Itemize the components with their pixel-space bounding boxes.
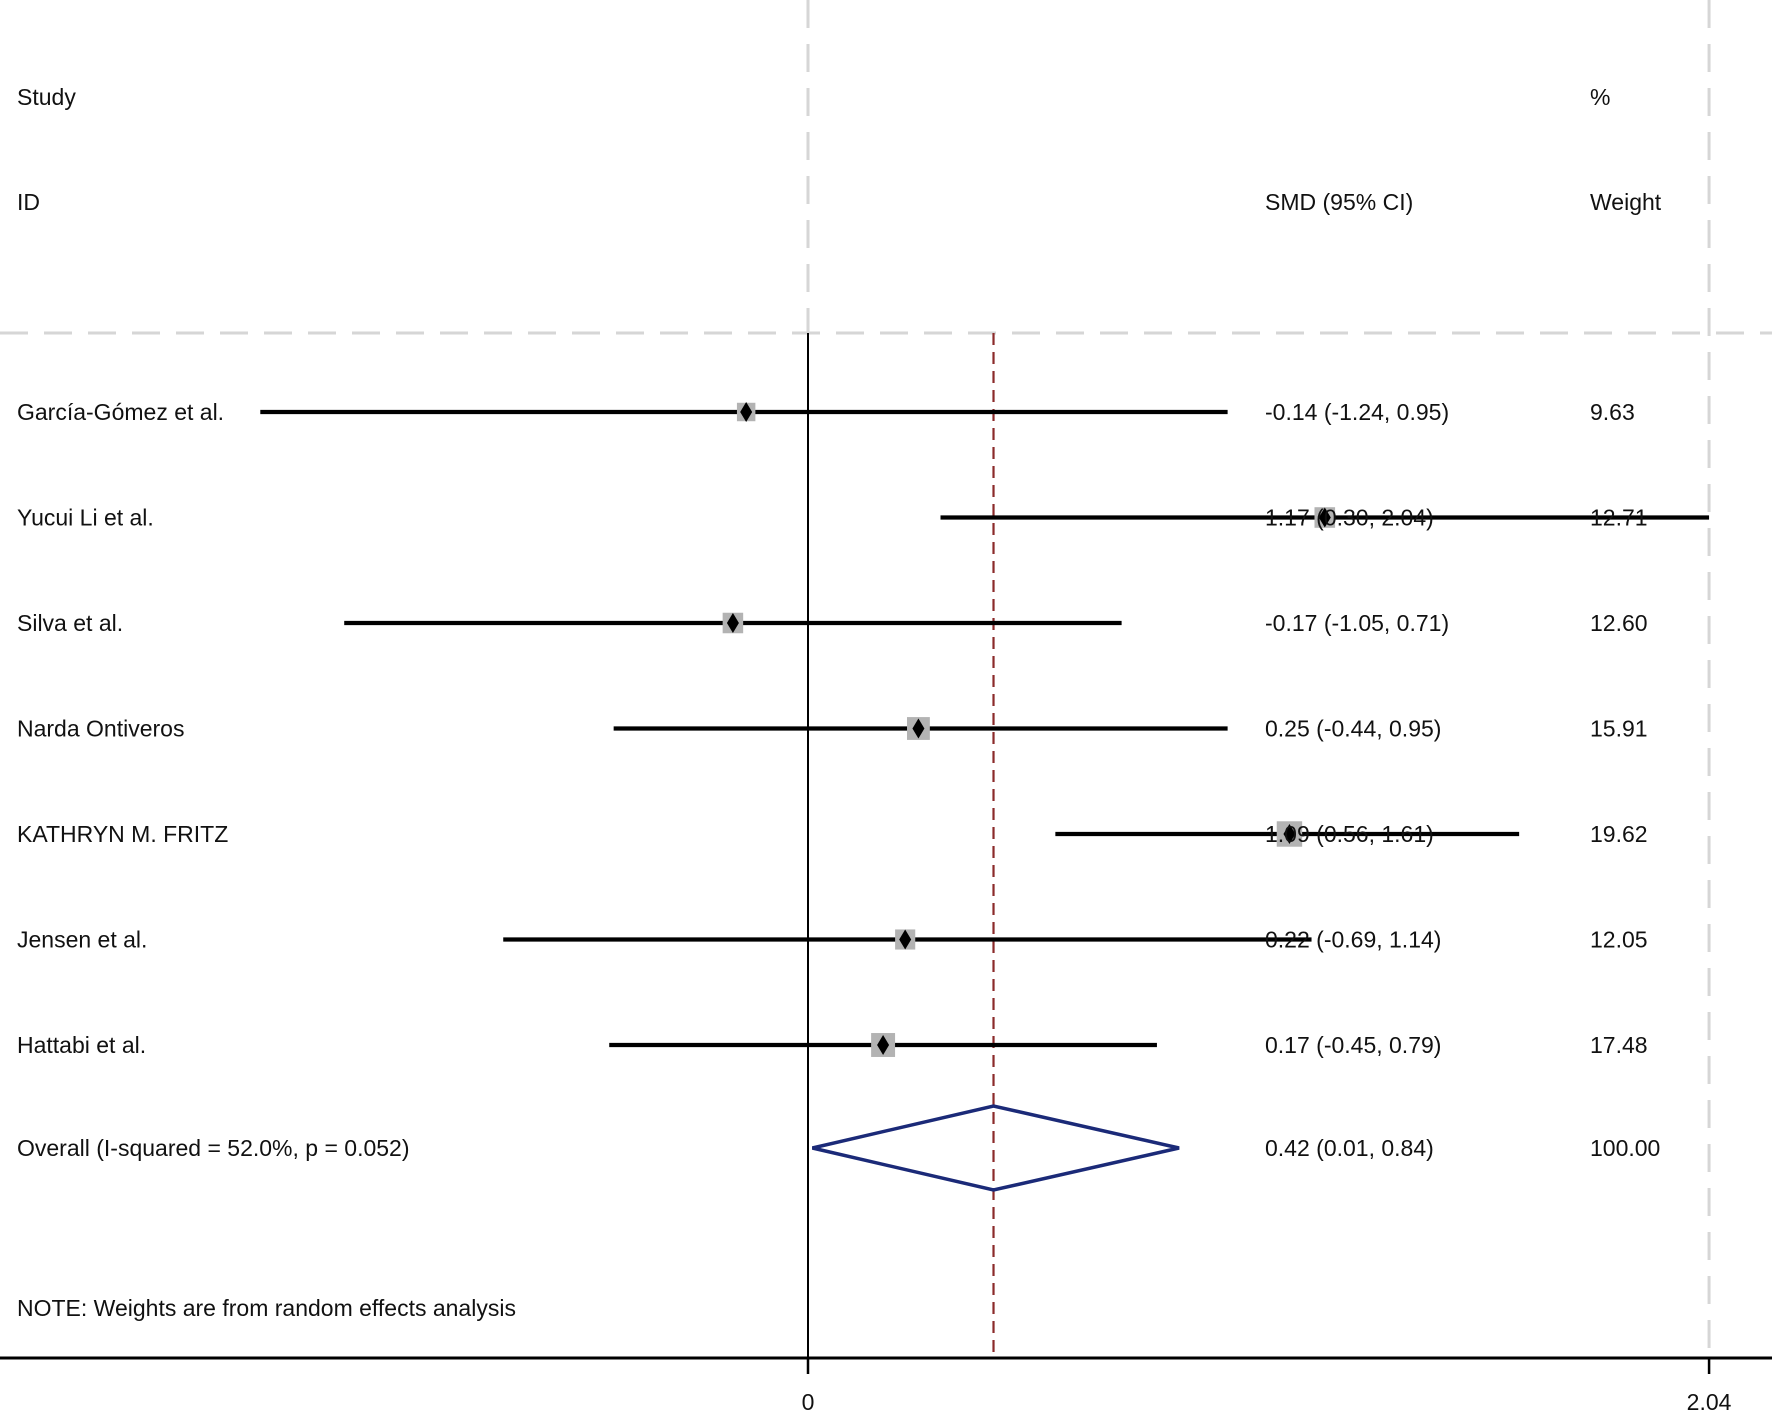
study-name: Jensen et al. <box>17 927 147 953</box>
overall-layer: Overall (I-squared = 52.0%, p = 0.052) 0.… <box>17 1104 1660 1192</box>
x-tick-label: 0 <box>802 1389 815 1415</box>
study-name: Narda Ontiveros <box>17 716 184 742</box>
header-percent: % <box>1590 84 1610 110</box>
study-name: Hattabi et al. <box>17 1032 146 1058</box>
weight-value: 9.63 <box>1590 399 1635 425</box>
study-row: Yucui Li et al. 1.17 (0.30, 2.04) 12.71 <box>17 505 1710 531</box>
point-estimate <box>912 718 925 739</box>
overall-ci-text: 0.42 (0.01, 0.84) <box>1265 1135 1434 1161</box>
overall-label: Overall (I-squared = 52.0%, p = 0.052) <box>17 1135 410 1161</box>
overall-weight: 100.00 <box>1590 1135 1660 1161</box>
ci-text: 1.17 (0.30, 2.04) <box>1265 505 1434 531</box>
point-estimate <box>1318 507 1331 528</box>
point-estimate <box>726 613 739 633</box>
study-row: Silva et al. -0.17 (-1.05, 0.71) 12.60 <box>17 610 1648 636</box>
ci-text: 0.25 (-0.44, 0.95) <box>1265 716 1441 742</box>
ci-text: -0.17 (-1.05, 0.71) <box>1265 610 1449 636</box>
x-axis: -2.0402.04 <box>0 1356 1772 1415</box>
weight-value: 12.05 <box>1590 927 1648 953</box>
study-row: Narda Ontiveros 0.25 (-0.44, 0.95) 15.91 <box>17 716 1648 742</box>
study-name: Yucui Li et al. <box>17 505 154 531</box>
weight-value: 17.48 <box>1590 1032 1648 1058</box>
header-layer: Study ID SMD (95% CI) % Weight <box>17 84 1662 215</box>
grid-layer <box>0 0 1772 1358</box>
study-name: García-Gómez et al. <box>17 399 224 425</box>
header-id: ID <box>17 189 40 215</box>
study-row: Hattabi et al. 0.17 (-0.45, 0.79) 17.48 <box>17 1032 1648 1058</box>
header-effect: SMD (95% CI) <box>1265 189 1413 215</box>
weight-value: 12.71 <box>1590 505 1648 531</box>
header-study: Study <box>17 84 76 110</box>
study-row: KATHRYN M. FRITZ 1.09 (0.56, 1.61) 19.62 <box>17 821 1648 847</box>
ci-text: 1.09 (0.56, 1.61) <box>1265 821 1434 847</box>
overall-diamond <box>812 1104 1180 1192</box>
study-row: García-Gómez et al. -0.14 (-1.24, 0.95) 9.… <box>17 399 1635 425</box>
ci-text: 0.17 (-0.45, 0.79) <box>1265 1032 1441 1058</box>
weight-value: 12.60 <box>1590 610 1648 636</box>
weight-value: 19.62 <box>1590 821 1648 847</box>
point-estimate <box>1283 824 1296 844</box>
note-text: NOTE: Weights are from random effects an… <box>17 1295 516 1321</box>
ci-text: 0.22 (-0.69, 1.14) <box>1265 927 1441 953</box>
rows-layer: García-Gómez et al. -0.14 (-1.24, 0.95) 9.… <box>17 399 1710 1058</box>
study-row: Jensen et al. 0.22 (-0.69, 1.14) 12.05 <box>17 927 1648 953</box>
point-estimate <box>877 1035 890 1055</box>
x-tick-label: 2.04 <box>1687 1389 1732 1415</box>
header-weight: Weight <box>1590 189 1662 215</box>
point-estimate <box>740 402 753 422</box>
weight-value: 15.91 <box>1590 716 1648 742</box>
point-estimate <box>899 929 912 950</box>
study-name: Silva et al. <box>17 610 123 636</box>
study-name: KATHRYN M. FRITZ <box>17 821 228 847</box>
ci-text: -0.14 (-1.24, 0.95) <box>1265 399 1449 425</box>
